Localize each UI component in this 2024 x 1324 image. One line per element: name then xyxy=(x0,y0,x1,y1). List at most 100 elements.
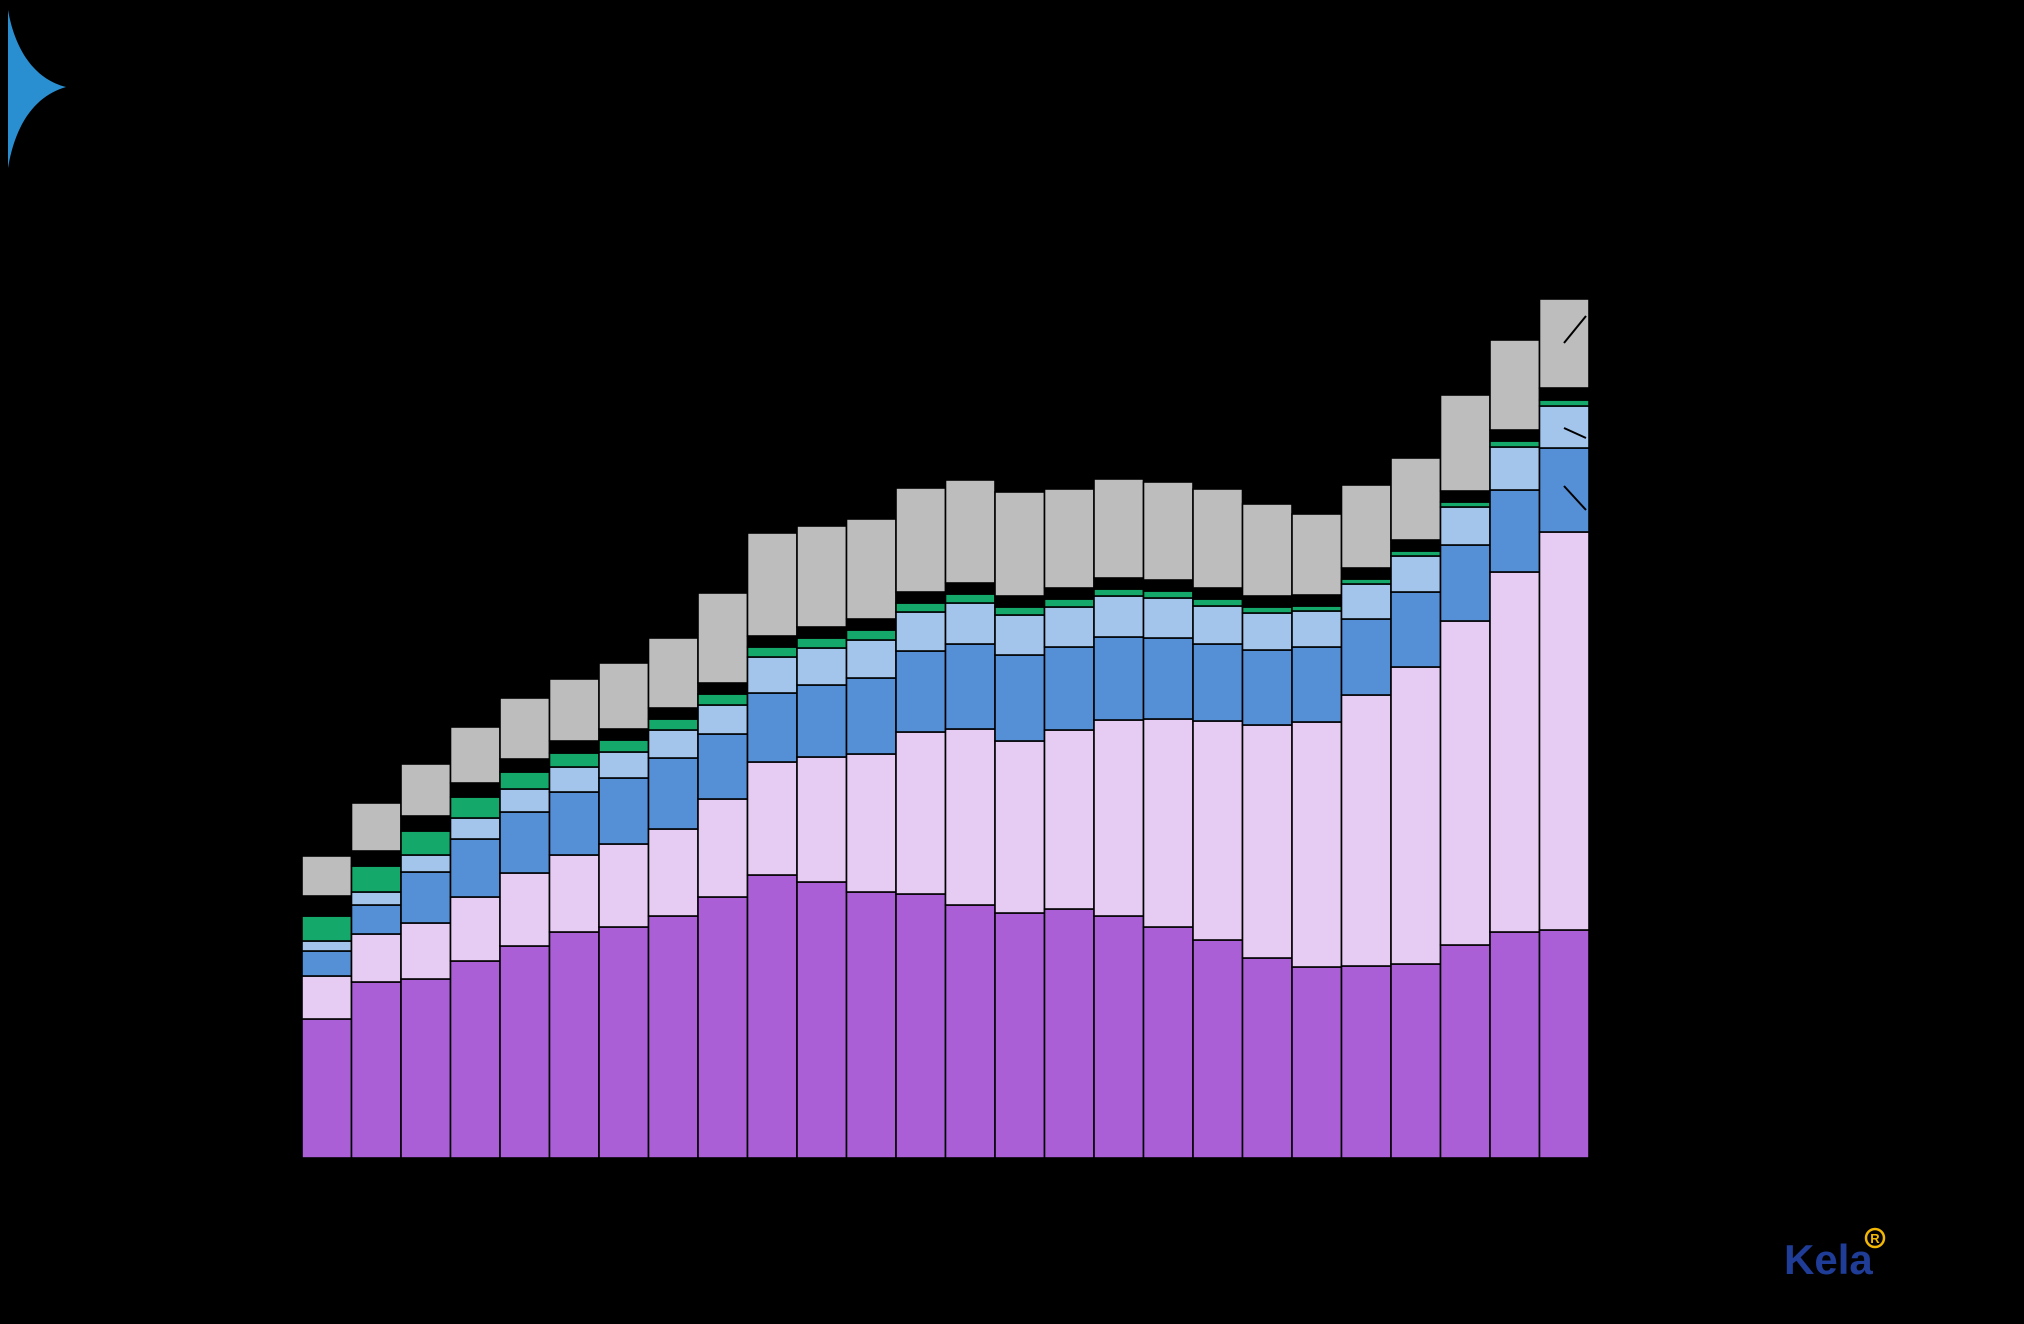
bar-group xyxy=(697,592,749,1159)
bar-segment xyxy=(1241,503,1293,597)
bar-segment xyxy=(746,761,798,876)
bar-segment xyxy=(301,855,353,897)
bar-segment xyxy=(1390,591,1442,668)
bar-segment xyxy=(796,684,848,758)
bar-segment xyxy=(895,591,947,604)
bar-segment xyxy=(1142,590,1194,599)
bar-segment xyxy=(449,838,501,898)
bar-segment xyxy=(746,656,798,694)
bar-segment xyxy=(499,945,551,1159)
bar-segment xyxy=(400,815,452,832)
bar-segment xyxy=(1291,594,1343,607)
bar-group xyxy=(1192,488,1244,1159)
bar-segment xyxy=(598,843,650,928)
bar-segment xyxy=(301,950,353,977)
bar-segment xyxy=(499,811,551,874)
bar-segment xyxy=(1538,387,1590,401)
bar-segment xyxy=(647,718,699,731)
bar-segment xyxy=(1340,484,1392,569)
kela-logo-mark-circle xyxy=(1864,1227,1886,1249)
bar-segment xyxy=(1538,929,1590,1159)
bar-segment xyxy=(1489,446,1541,491)
bar-segment xyxy=(1489,489,1541,573)
bar-segment xyxy=(1192,488,1244,589)
bar-segment xyxy=(499,788,551,813)
bar-segment xyxy=(449,782,501,798)
bar-segment xyxy=(697,896,749,1159)
bar-segment xyxy=(944,593,996,604)
bar-segment xyxy=(1241,724,1293,959)
bar-segment xyxy=(598,777,650,845)
bar-segment xyxy=(796,626,848,639)
bar-segment xyxy=(697,693,749,706)
bar-segment xyxy=(1093,478,1145,579)
bar-segment xyxy=(1192,939,1244,1159)
bar-segment xyxy=(1142,637,1194,720)
bar-segment xyxy=(499,758,551,773)
kela-logo-mark-letter: R xyxy=(1870,1231,1880,1246)
bar-segment xyxy=(796,525,848,628)
bar-segment xyxy=(1340,965,1392,1159)
bar-segment xyxy=(845,891,897,1159)
bar-segment xyxy=(1390,963,1442,1159)
bars-layer xyxy=(301,298,1590,1159)
bar-segment xyxy=(1390,457,1442,541)
bar-segment xyxy=(1043,606,1095,648)
bar-segment xyxy=(895,602,947,613)
bar-segment xyxy=(598,662,650,730)
bar-segment xyxy=(944,904,996,1159)
bar-group xyxy=(350,802,402,1159)
bar-segment xyxy=(1192,587,1244,600)
bar-segment xyxy=(1093,719,1145,917)
bar-segment xyxy=(1192,598,1244,607)
bar-segment xyxy=(1489,429,1541,442)
bar-segment xyxy=(548,740,600,754)
bar-segment xyxy=(895,611,947,652)
bar-segment xyxy=(1538,447,1590,533)
bar-group xyxy=(1489,339,1541,1159)
bar-segment xyxy=(1093,588,1145,597)
bar-segment xyxy=(1538,399,1590,407)
bar-segment xyxy=(697,682,749,695)
bar-segment xyxy=(400,978,452,1159)
bar-segment xyxy=(1390,539,1442,552)
bar-segment xyxy=(548,791,600,856)
bar-group xyxy=(1093,478,1145,1159)
bar-segment xyxy=(548,752,600,768)
bar-segment xyxy=(647,637,699,709)
bar-segment xyxy=(1241,957,1293,1159)
bar-group xyxy=(1241,503,1293,1159)
bar-segment xyxy=(350,850,402,867)
kela-logo: Kela R xyxy=(1784,1227,1886,1283)
bar-segment xyxy=(1043,598,1095,608)
bar-segment xyxy=(400,830,452,856)
bar-segment xyxy=(944,602,996,645)
bar-segment xyxy=(845,753,897,893)
bar-segment xyxy=(548,766,600,793)
bar-segment xyxy=(845,518,897,620)
bar-segment xyxy=(350,802,402,852)
bar-segment xyxy=(1192,643,1244,722)
bar-group xyxy=(1043,488,1095,1159)
bar-segment xyxy=(796,637,848,649)
bar-segment xyxy=(1241,595,1293,608)
bar-segment xyxy=(449,896,501,962)
bar-segment xyxy=(647,828,699,917)
bar-segment xyxy=(647,915,699,1159)
bar-segment xyxy=(1291,721,1343,968)
bar-segment xyxy=(1093,577,1145,590)
callout-line xyxy=(1563,315,1587,344)
bar-segment xyxy=(1439,506,1491,546)
bar-segment xyxy=(301,1018,353,1159)
bar-segment xyxy=(1043,908,1095,1159)
bar-segment xyxy=(1489,440,1541,448)
bar-segment xyxy=(350,891,402,906)
bar-segment xyxy=(1241,612,1293,651)
bar-segment xyxy=(994,912,1046,1159)
bar-group xyxy=(1340,484,1392,1159)
bar-group xyxy=(845,518,897,1159)
bar-segment xyxy=(548,678,600,742)
bar-segment xyxy=(1142,597,1194,639)
